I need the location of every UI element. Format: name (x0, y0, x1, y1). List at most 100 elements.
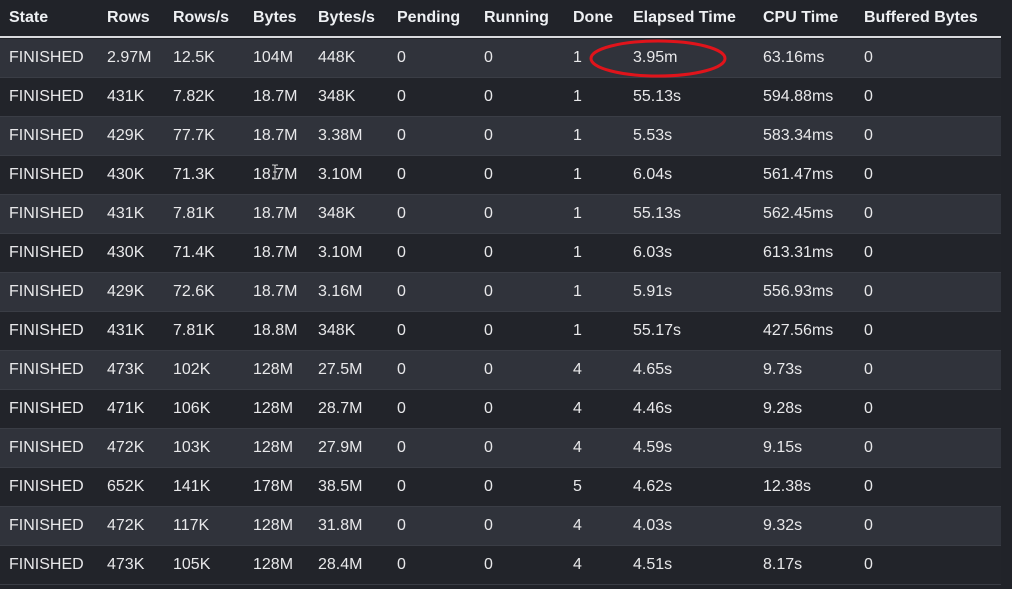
cell-rows: 472K (107, 517, 145, 534)
cell-rows-per-second: 7.81K (173, 322, 215, 339)
cell-state: FINISHED (9, 127, 84, 144)
cell-rows-per-second: 105K (173, 556, 211, 573)
cell-elapsed-time: 4.62s (633, 478, 673, 495)
cell-bytes: 128M (253, 439, 294, 456)
column-header-state[interactable]: State (9, 9, 49, 26)
table-row[interactable]: FINISHED 471K 106K 128M 28.7M 0 0 4 4.46s 9.28s 0 (0, 390, 1001, 429)
cell-bytes-per-second: 3.10M (318, 244, 363, 261)
cell-rows-per-second: 106K (173, 400, 211, 417)
table-row[interactable]: FINISHED 473K 102K 128M 27.5M 0 0 4 4.65s 9.73s 0 (0, 351, 1001, 390)
cell-pending: 0 (397, 556, 406, 573)
cell-done: 4 (573, 517, 582, 534)
table-row[interactable]: FINISHED 430K 71.4K 18.7M 3.10M 0 0 1 6.03s 613.3… (0, 234, 1001, 273)
table-row[interactable]: FINISHED 472K 117K 128M 31.8M 0 0 4 4.03s 9.32s 0 (0, 507, 1001, 546)
cell-cpu-time: 9.15s (763, 439, 803, 456)
cell-elapsed-time: 4.59s (633, 439, 673, 456)
table-row[interactable]: FINISHED 429K 77.7K 18.7M 3.38M 0 0 1 5.53s 583.3… (0, 117, 1001, 156)
cell-running: 0 (484, 166, 493, 183)
cell-buffered-bytes: 0 (864, 127, 873, 144)
cell-cpu-time: 9.32s (763, 517, 803, 534)
cell-buffered-bytes: 0 (864, 478, 873, 495)
column-header-bytes[interactable]: Bytes (253, 9, 297, 26)
table-row[interactable]: FINISHED 2.97M 12.5K 104M 448K 0 0 1 3.95m 63.16m… (0, 39, 1001, 78)
cell-state: FINISHED (9, 517, 84, 534)
cell-buffered-bytes: 0 (864, 49, 873, 66)
cell-rows: 473K (107, 556, 145, 573)
column-header-elapsed-time[interactable]: Elapsed Time (633, 9, 736, 26)
cell-running: 0 (484, 361, 493, 378)
cell-running: 0 (484, 517, 493, 534)
table-header: State Rows Rows/s Bytes Bytes/s Pending … (0, 0, 1001, 38)
cell-elapsed-time: 6.04s (633, 166, 673, 183)
table-row[interactable]: FINISHED 429K 72.6K 18.7M 3.16M 0 0 1 5.91s 556.9… (0, 273, 1001, 312)
column-header-rows-per-second[interactable]: Rows/s (173, 9, 230, 26)
cell-pending: 0 (397, 88, 406, 105)
cell-state: FINISHED (9, 88, 84, 105)
cell-state: FINISHED (9, 556, 84, 573)
cell-pending: 0 (397, 283, 406, 300)
cell-state: FINISHED (9, 49, 84, 66)
cell-rows-per-second: 7.81K (173, 205, 215, 222)
column-header-rows[interactable]: Rows (107, 9, 150, 26)
column-header-cpu-time[interactable]: CPU Time (763, 9, 839, 26)
cell-cpu-time: 12.38s (763, 478, 812, 495)
cell-rows-per-second: 7.82K (173, 88, 215, 105)
cell-rows: 430K (107, 244, 145, 261)
cell-done: 1 (573, 244, 582, 261)
cell-cpu-time: 561.47ms (763, 166, 834, 183)
table-row[interactable]: FINISHED 431K 7.82K 18.7M 348K 0 0 1 55.13s 594.8… (0, 78, 1001, 117)
cell-running: 0 (484, 205, 493, 222)
cell-state: FINISHED (9, 283, 84, 300)
cell-done: 1 (573, 322, 582, 339)
cell-rows-per-second: 141K (173, 478, 211, 495)
cell-running: 0 (484, 127, 493, 144)
cell-buffered-bytes: 0 (864, 283, 873, 300)
table-row[interactable]: FINISHED 431K 7.81K 18.8M 348K 0 0 1 55.17s 427.5… (0, 312, 1001, 351)
cell-rows-per-second: 71.4K (173, 244, 215, 261)
cell-buffered-bytes: 0 (864, 361, 873, 378)
cell-cpu-time: 556.93ms (763, 283, 834, 300)
column-header-done[interactable]: Done (573, 9, 613, 26)
cell-rows: 429K (107, 127, 145, 144)
cell-cpu-time: 613.31ms (763, 244, 834, 261)
cell-running: 0 (484, 244, 493, 261)
cell-cpu-time: 9.28s (763, 400, 803, 417)
column-header-buffered-bytes[interactable]: Buffered Bytes (864, 9, 978, 26)
cell-state: FINISHED (9, 478, 84, 495)
cell-running: 0 (484, 88, 493, 105)
cell-pending: 0 (397, 127, 406, 144)
cell-buffered-bytes: 0 (864, 556, 873, 573)
cell-buffered-bytes: 0 (864, 517, 873, 534)
cell-elapsed-time: 55.13s (633, 205, 682, 222)
table-row[interactable]: FINISHED 430K 71.3K 18.7M 3.10M 0 0 1 6.04s 561.4… (0, 156, 1001, 195)
cell-pending: 0 (397, 439, 406, 456)
column-header-pending[interactable]: Pending (397, 9, 461, 26)
cell-pending: 0 (397, 322, 406, 339)
table-row[interactable]: FINISHED 652K 141K 178M 38.5M 0 0 5 4.62s 12.38s 0 (0, 468, 1001, 507)
cell-pending: 0 (397, 205, 406, 222)
cell-state: FINISHED (9, 244, 84, 261)
table-row[interactable]: FINISHED 472K 103K 128M 27.9M 0 0 4 4.59s 9.15s 0 (0, 429, 1001, 468)
cell-done: 4 (573, 400, 582, 417)
cell-bytes: 128M (253, 556, 294, 573)
table-row[interactable]: FINISHED 473K 105K 128M 28.4M 0 0 4 4.51s 8.17s 0 (0, 546, 1001, 585)
cell-pending: 0 (397, 49, 406, 66)
cell-running: 0 (484, 283, 493, 300)
cell-bytes-per-second: 348K (318, 88, 356, 105)
cell-done: 1 (573, 88, 582, 105)
cell-state: FINISHED (9, 205, 84, 222)
cell-state: FINISHED (9, 439, 84, 456)
cell-buffered-bytes: 0 (864, 400, 873, 417)
cell-running: 0 (484, 49, 493, 66)
cell-buffered-bytes: 0 (864, 205, 873, 222)
cell-bytes-per-second: 348K (318, 205, 356, 222)
column-header-running[interactable]: Running (484, 9, 549, 26)
cell-bytes-per-second: 31.8M (318, 517, 363, 534)
cell-bytes-per-second: 448K (318, 49, 356, 66)
cell-done: 4 (573, 556, 582, 573)
column-header-bytes-per-second[interactable]: Bytes/s (318, 9, 375, 26)
cell-elapsed-time: 6.03s (633, 244, 673, 261)
cell-done: 5 (573, 478, 582, 495)
table-row[interactable]: FINISHED 431K 7.81K 18.7M 348K 0 0 1 55.13s 562.4… (0, 195, 1001, 234)
cell-bytes: 128M (253, 361, 294, 378)
